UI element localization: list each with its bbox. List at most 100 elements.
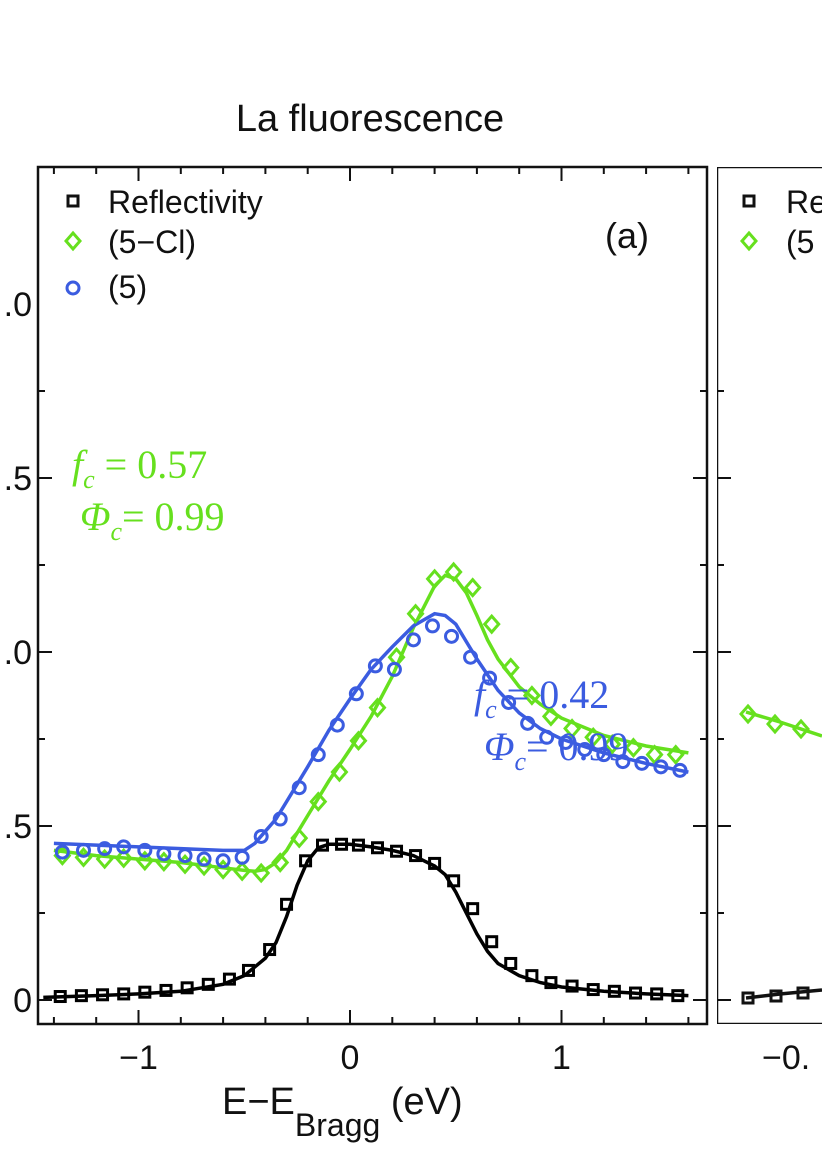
point-reflectivity bbox=[466, 902, 480, 916]
panel-b-fit-5cl bbox=[745, 710, 822, 738]
point-5 bbox=[520, 715, 536, 731]
point-5cl bbox=[482, 613, 501, 635]
point-5 bbox=[444, 628, 460, 644]
point-5 bbox=[348, 686, 364, 702]
point-5 bbox=[272, 811, 288, 827]
panel-label-a: (a) bbox=[605, 215, 649, 256]
point-reflectivity bbox=[447, 874, 461, 888]
point-5 bbox=[653, 759, 669, 775]
legend-label-5cl: (5−Cl) bbox=[108, 224, 196, 260]
point-reflectivity bbox=[351, 838, 365, 852]
point-reflectivity bbox=[504, 956, 518, 970]
point-5cl bbox=[584, 726, 603, 748]
point-reflectivity bbox=[96, 988, 110, 1002]
point-5cl bbox=[368, 697, 387, 718]
point-5cl bbox=[233, 860, 252, 882]
point-reflectivity bbox=[138, 985, 152, 999]
panel-b-point-reflectivity bbox=[769, 989, 783, 1003]
legend-marker-5cl bbox=[64, 230, 82, 252]
axis-ticks bbox=[38, 167, 731, 1024]
x-tick-label: 0 bbox=[341, 1039, 360, 1077]
point-reflectivity bbox=[370, 841, 384, 855]
point-5cl bbox=[463, 577, 482, 598]
panel-b-legend-label-5cl: (5 bbox=[786, 224, 814, 260]
x-axis-label-unit: (eV) bbox=[380, 1081, 462, 1123]
point-reflectivity bbox=[544, 976, 558, 990]
legend-marker-reflectivity bbox=[66, 194, 80, 208]
point-5 bbox=[196, 851, 212, 867]
plot-frame bbox=[36, 165, 709, 1026]
point-5cl bbox=[271, 852, 290, 873]
point-5cl bbox=[252, 862, 271, 884]
point-reflectivity bbox=[53, 990, 67, 1004]
panel-b-data bbox=[739, 703, 822, 1005]
point-reflectivity bbox=[222, 972, 236, 986]
point-5 bbox=[97, 841, 113, 857]
point-5 bbox=[482, 670, 498, 686]
panel-b-point-5cl bbox=[766, 713, 784, 735]
point-5cl bbox=[135, 850, 154, 872]
panel-b-legend-marker-5cl bbox=[740, 230, 758, 252]
point-reflectivity bbox=[159, 983, 173, 997]
legend: Reflectivity (5−Cl) (5) bbox=[64, 184, 263, 305]
point-5 bbox=[596, 747, 612, 763]
legend-label-5: (5) bbox=[108, 269, 147, 305]
point-5 bbox=[215, 853, 231, 869]
point-5 bbox=[137, 842, 153, 858]
x-axis-label-sub: Bragg bbox=[295, 1107, 380, 1143]
point-5 bbox=[253, 828, 269, 844]
annotation-phic-blue: Φc= 0.99 bbox=[484, 724, 629, 776]
point-reflectivity bbox=[201, 977, 215, 991]
point-5cl bbox=[176, 854, 195, 875]
point-5 bbox=[54, 844, 70, 860]
point-5cl bbox=[330, 761, 349, 783]
annotation-fc-green: fc = 0.57 bbox=[72, 442, 207, 494]
y-tick-label: .0 bbox=[4, 286, 32, 324]
x-axis-label-main: E−E bbox=[222, 1081, 295, 1123]
point-5 bbox=[386, 661, 402, 677]
point-5 bbox=[234, 849, 250, 865]
point-reflectivity bbox=[263, 943, 277, 957]
point-5cl bbox=[501, 657, 520, 678]
point-reflectivity bbox=[565, 979, 579, 993]
point-reflectivity bbox=[650, 987, 664, 1001]
point-reflectivity bbox=[241, 963, 255, 977]
point-reflectivity bbox=[117, 987, 131, 1001]
point-5 bbox=[577, 741, 593, 757]
y-tick-label: .5 bbox=[4, 460, 32, 498]
point-5cl bbox=[95, 848, 114, 870]
point-reflectivity bbox=[390, 844, 404, 858]
point-5 bbox=[156, 846, 172, 862]
panel-b-legend-marker-reflectivity bbox=[742, 194, 756, 208]
point-5 bbox=[558, 734, 574, 750]
point-5 bbox=[424, 618, 440, 634]
point-5 bbox=[76, 842, 92, 858]
point-reflectivity bbox=[180, 981, 194, 995]
panel-b: Re (5 bbox=[717, 167, 822, 1024]
point-5 bbox=[116, 839, 132, 855]
point-5 bbox=[291, 780, 307, 796]
fit-curve-reflectivity bbox=[43, 842, 689, 1000]
point-5 bbox=[634, 755, 650, 771]
point-5 bbox=[405, 632, 421, 648]
y-tick-labels: 0 .5 .0 .5 .0 bbox=[4, 286, 32, 1020]
point-reflectivity bbox=[428, 856, 442, 870]
panel-b-frame bbox=[717, 167, 822, 1024]
panel-b-point-5cl bbox=[792, 718, 810, 740]
point-5cl bbox=[444, 561, 463, 583]
point-5cl bbox=[406, 603, 425, 624]
panel-b-point-5cl bbox=[739, 703, 757, 725]
point-5cl bbox=[114, 847, 133, 869]
point-5 bbox=[329, 717, 345, 733]
point-5cl bbox=[603, 733, 622, 755]
point-reflectivity bbox=[586, 983, 600, 997]
y-tick-label: .5 bbox=[4, 808, 32, 846]
chart-title: La fluorescence bbox=[236, 98, 504, 140]
point-5cl bbox=[214, 859, 233, 880]
point-reflectivity bbox=[335, 837, 349, 851]
point-5 bbox=[672, 762, 688, 778]
point-5 bbox=[177, 848, 193, 864]
x-axis-label: E−EBragg (eV) bbox=[222, 1081, 463, 1143]
legend-marker-5 bbox=[65, 280, 81, 296]
